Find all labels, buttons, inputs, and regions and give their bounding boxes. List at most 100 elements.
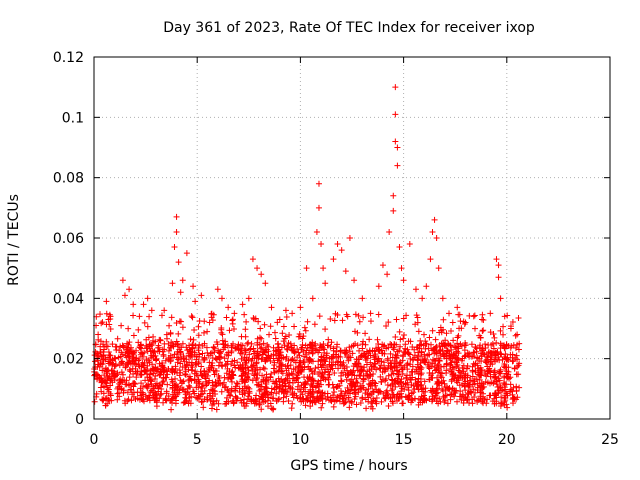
data-point: [391, 364, 398, 371]
data-point: [339, 369, 346, 376]
data-point: [319, 395, 326, 402]
data-point: [351, 372, 358, 379]
data-point: [454, 340, 461, 347]
data-point: [290, 348, 297, 355]
data-point: [107, 390, 114, 397]
data-point: [202, 374, 209, 381]
data-point: [377, 373, 384, 380]
data-point: [497, 350, 504, 357]
data-point: [189, 364, 196, 371]
data-point: [124, 344, 131, 351]
data-point: [292, 365, 299, 372]
data-point: [284, 346, 291, 353]
data-point: [231, 310, 238, 317]
data-point: [254, 339, 261, 346]
data-point: [346, 235, 353, 241]
data-point: [238, 355, 245, 362]
data-point: [270, 365, 277, 372]
data-point: [399, 400, 406, 407]
data-point: [192, 368, 199, 375]
data-point: [392, 111, 399, 118]
data-point: [109, 341, 116, 348]
data-point: [272, 335, 279, 342]
data-point: [495, 262, 502, 269]
data-point: [297, 304, 304, 311]
data-point: [366, 367, 373, 374]
data-point: [448, 351, 455, 358]
data-point: [210, 344, 217, 351]
data-point: [510, 394, 517, 401]
data-point: [515, 346, 522, 353]
data-point: [193, 361, 200, 368]
data-point: [296, 352, 303, 359]
data-point: [407, 372, 414, 379]
data-point: [417, 375, 424, 382]
data-point: [143, 356, 150, 363]
data-point: [267, 323, 274, 330]
data-point: [174, 369, 181, 376]
data-point: [338, 378, 345, 385]
data-point: [398, 376, 405, 383]
data-point: [426, 376, 433, 383]
data-point: [218, 354, 225, 361]
data-point: [311, 368, 318, 375]
data-point: [152, 372, 159, 379]
data-point: [417, 337, 424, 344]
data-point: [421, 331, 428, 338]
data-point: [153, 397, 160, 404]
data-point: [490, 331, 497, 338]
data-point: [365, 398, 372, 405]
data-point: [126, 382, 133, 389]
data-point: [106, 352, 113, 359]
data-point: [191, 327, 198, 334]
data-point: [433, 235, 440, 241]
data-point: [270, 406, 277, 413]
data-point: [454, 334, 461, 341]
data-point: [316, 347, 323, 354]
data-point: [459, 364, 466, 371]
data-point: [133, 347, 140, 354]
data-point: [454, 348, 461, 355]
data-point: [208, 405, 215, 412]
data-point: [243, 318, 250, 325]
data-point: [139, 350, 146, 357]
data-point: [267, 400, 274, 407]
data-point: [159, 379, 166, 386]
data-point: [344, 354, 351, 361]
data-point: [211, 371, 218, 378]
data-point: [100, 357, 107, 364]
data-point: [201, 318, 208, 325]
data-point: [347, 378, 354, 385]
data-point: [163, 388, 170, 395]
data-point: [197, 393, 204, 400]
data-point: [480, 327, 487, 334]
data-point: [242, 390, 249, 397]
data-point: [345, 394, 352, 401]
data-point: [95, 336, 102, 343]
data-point: [325, 397, 332, 404]
data-point: [322, 280, 329, 287]
data-point: [229, 358, 236, 365]
data-point: [146, 374, 153, 381]
data-point: [402, 380, 409, 387]
data-point: [203, 380, 210, 387]
data-point: [270, 355, 277, 362]
data-point: [299, 344, 306, 351]
data-point: [164, 381, 171, 388]
data-point: [280, 323, 287, 330]
data-point: [482, 378, 489, 385]
data-point: [289, 375, 296, 382]
data-point: [387, 350, 394, 357]
data-point: [355, 312, 362, 319]
data-point: [226, 368, 233, 375]
data-point: [254, 370, 261, 377]
data-point: [516, 384, 523, 391]
data-point: [295, 369, 302, 376]
data-point: [280, 338, 287, 345]
data-point: [502, 386, 509, 393]
data-point: [419, 388, 426, 395]
data-point: [254, 348, 261, 355]
data-point: [351, 395, 358, 402]
data-point: [243, 354, 250, 361]
data-point: [303, 354, 310, 361]
